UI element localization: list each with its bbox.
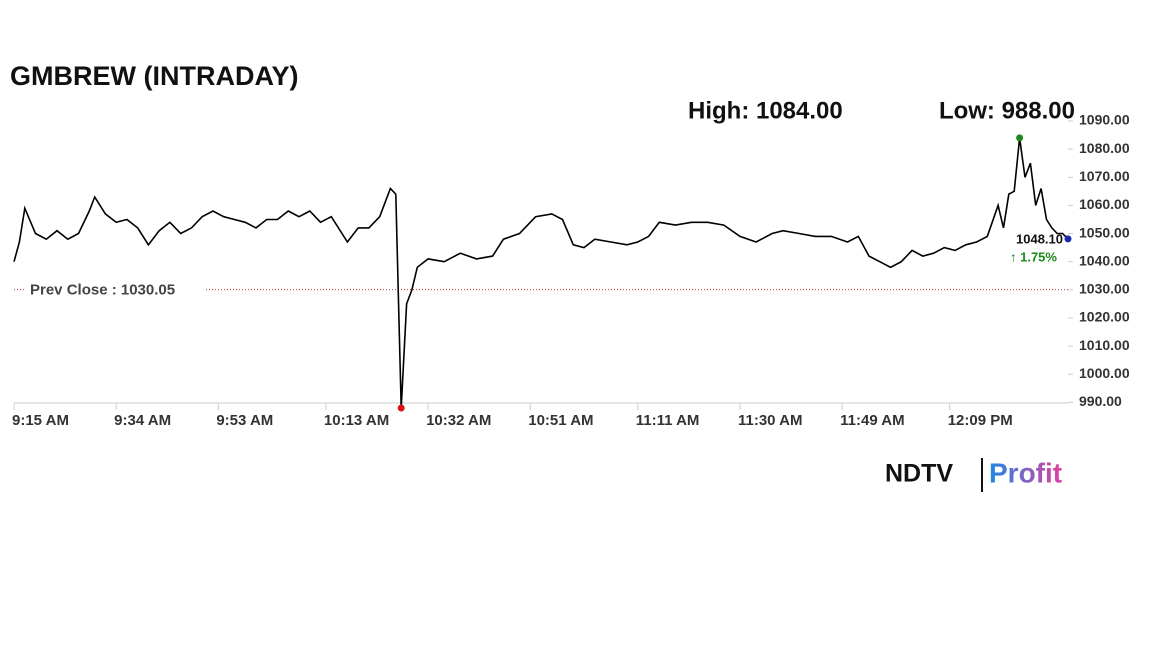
x-tick-label: 10:51 AM	[528, 412, 593, 429]
y-tick-label: 1030.00	[1079, 281, 1130, 297]
change-label: ↑ 1.75%	[1010, 249, 1057, 264]
y-tick-label: 1020.00	[1079, 309, 1130, 325]
high-dot	[1016, 134, 1024, 142]
y-tick-label: 1070.00	[1079, 168, 1130, 184]
low-label: Low: 988.00	[939, 97, 1075, 124]
high-label: High: 1084.00	[688, 97, 843, 124]
chart-title: GMBREW (INTRADAY)	[10, 61, 298, 91]
brand-profit: Profit	[989, 457, 1062, 488]
y-tick-label: 1080.00	[1079, 140, 1130, 156]
brand-ndtv: NDTV	[885, 460, 953, 488]
y-tick-label: 1010.00	[1079, 337, 1130, 353]
x-tick-label: 9:15 AM	[12, 412, 69, 429]
prev-close-label: Prev Close : 1030.05	[30, 282, 175, 299]
y-tick-label: 1090.00	[1079, 112, 1130, 128]
y-tick-label: 1000.00	[1079, 365, 1130, 381]
x-tick-label: 9:34 AM	[114, 412, 171, 429]
last-price-label: 1048.10	[1016, 231, 1063, 246]
prev-close-bg	[24, 279, 206, 300]
x-tick-label: 11:49 AM	[840, 412, 904, 429]
x-tick-label: 9:53 AM	[216, 412, 273, 429]
y-tick-label: 1050.00	[1079, 224, 1130, 240]
price-line	[13, 137, 1069, 409]
x-tick-label: 10:32 AM	[426, 412, 491, 429]
x-tick-label: 11:30 AM	[738, 412, 802, 429]
low-dot	[397, 404, 405, 412]
x-tick-label: 10:13 AM	[324, 412, 389, 429]
x-tick-label: 11:11 AM	[636, 412, 700, 429]
y-tick-label: 1040.00	[1079, 252, 1130, 268]
y-tick-label: 990.00	[1079, 393, 1122, 409]
y-tick-label: 1060.00	[1079, 196, 1130, 212]
last-dot	[1064, 235, 1072, 243]
x-tick-label: 12:09 PM	[948, 412, 1013, 429]
